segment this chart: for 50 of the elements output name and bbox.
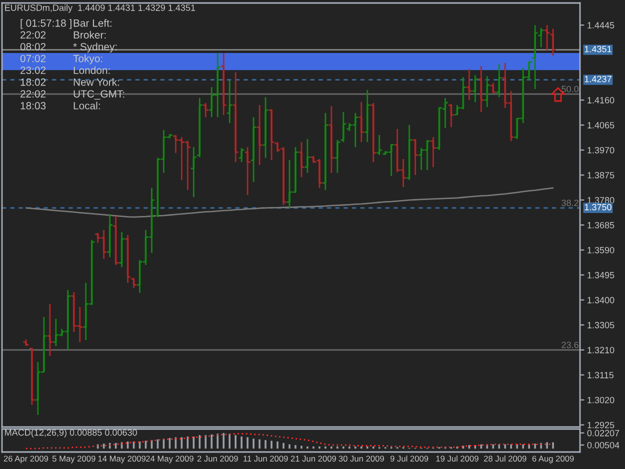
annotation: 38.2: [562, 200, 578, 206]
y-tick-label: 1.4065: [588, 122, 614, 128]
y-tick-label: 1.3495: [588, 272, 614, 278]
y-tick-label: 1.3115: [588, 372, 614, 378]
x-tick-label: 6 Aug 2009: [532, 456, 574, 464]
annotation: UTC_GMT:: [74, 90, 124, 100]
annotation: 22:02: [20, 90, 46, 98]
y-tick-label: 1.4160: [588, 97, 614, 104]
chart-title: EURUSDm,Daily 1.4409 1.4431 1.4329 1.4351: [5, 4, 196, 13]
ref-line-label: 1.4351: [584, 46, 612, 52]
x-tick-label: 14 May 2009: [98, 456, 146, 464]
y-tick-label: 1.2925: [588, 422, 614, 428]
y-tick-label: 1.3210: [588, 346, 614, 354]
y-tick-label: 1.3970: [588, 147, 614, 154]
annotation: Local:: [74, 102, 100, 110]
y-tick-label: 1.3400: [588, 296, 614, 304]
x-tick-label: 11 Jun 2009: [244, 456, 288, 462]
annotation: 50.0: [562, 86, 578, 92]
annotation: 07:02: [20, 54, 46, 62]
y-tick-label: 1.3875: [588, 172, 614, 178]
ref-line-label: 1.3750: [584, 204, 612, 210]
y-tick-label: 0.00504: [587, 442, 620, 448]
x-tick-label: 26 Apr 2009: [4, 456, 48, 464]
annotation: New York:: [74, 78, 119, 86]
x-tick-label: 28 Jul 2009: [484, 455, 526, 462]
x-tick-label: 21 Jun 2009: [290, 456, 336, 462]
y-tick-label: 1.3020: [588, 396, 614, 404]
annotation: 08:02: [20, 43, 46, 50]
ref-line-label: 1.4237: [584, 76, 612, 82]
x-tick-label: 5 May 2009: [52, 456, 96, 464]
annotation: [ 01:57:18 ]: [20, 19, 72, 29]
annotation: 18:03: [20, 102, 46, 110]
x-tick-label: 9 Jul 2009: [390, 455, 428, 462]
x-tick-label: 30 Jun 2009: [338, 456, 384, 462]
y-tick-label: 1.3685: [588, 222, 614, 228]
x-tick-label: 24 May 2009: [146, 456, 194, 464]
x-tick-label: 19 Jul 2009: [436, 455, 478, 462]
annotation: 18:02: [20, 78, 46, 86]
line-series: [25, 187, 554, 218]
x-tick-label: 2 Jun 2009: [197, 456, 238, 462]
annotation: 22:02: [20, 31, 46, 39]
y-tick-label: 1.3305: [588, 322, 614, 328]
y-tick-label: 0.02207: [587, 430, 620, 436]
y-tick-label: 1.3590: [588, 246, 614, 254]
annotation: Broker:: [74, 30, 106, 39]
annotation: Bar Left:: [74, 19, 112, 27]
chart-title: MACD(12,26,9) 0.00885 0.00630: [5, 429, 137, 438]
y-tick-label: 1.4445: [588, 22, 614, 28]
annotation: Tokyo:: [73, 54, 102, 64]
annotation: 23.6: [562, 342, 578, 348]
